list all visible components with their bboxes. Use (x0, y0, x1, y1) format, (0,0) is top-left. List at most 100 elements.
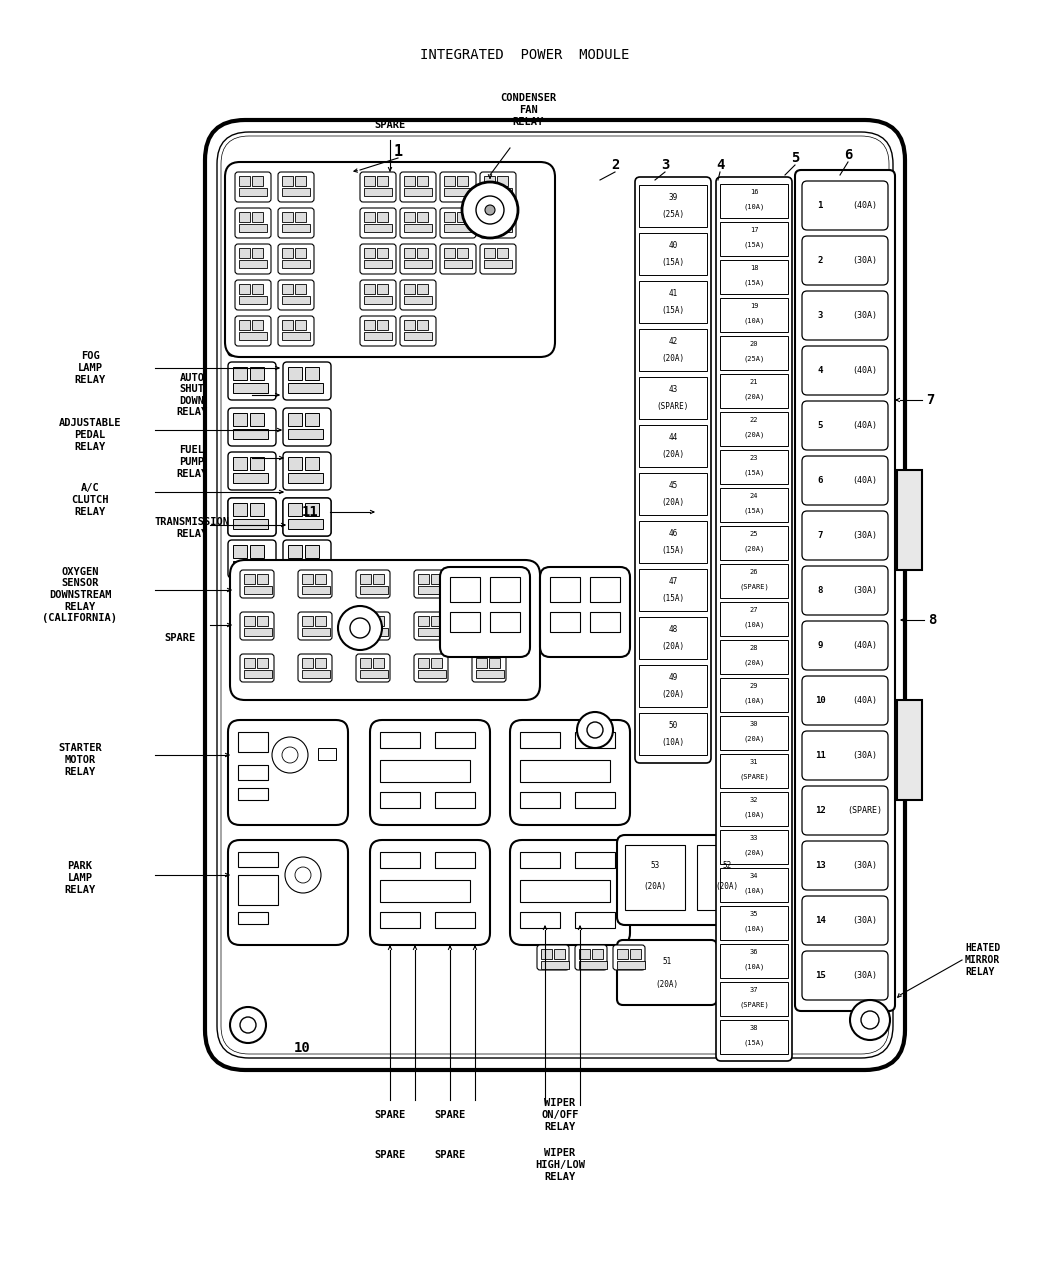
Bar (360, 586, 388, 594)
Bar (250, 504, 264, 516)
Text: 50: 50 (669, 720, 677, 729)
FancyBboxPatch shape (235, 208, 271, 238)
Text: (40A): (40A) (853, 641, 878, 650)
Bar (484, 260, 512, 268)
Bar (252, 212, 262, 222)
FancyBboxPatch shape (228, 541, 276, 578)
Text: (15A): (15A) (662, 258, 685, 266)
Circle shape (462, 182, 518, 238)
Bar (520, 760, 610, 782)
FancyBboxPatch shape (414, 570, 448, 598)
Text: 1: 1 (817, 201, 823, 210)
Bar (484, 224, 512, 232)
Bar (288, 293, 323, 303)
Bar (250, 367, 264, 380)
FancyBboxPatch shape (414, 654, 448, 682)
Bar (476, 586, 504, 594)
FancyBboxPatch shape (284, 453, 331, 490)
Bar (238, 788, 268, 799)
Bar (288, 473, 323, 483)
Text: (20A): (20A) (655, 980, 678, 989)
Text: 2: 2 (611, 158, 619, 172)
Bar (295, 320, 306, 330)
Text: (30A): (30A) (853, 751, 878, 760)
FancyBboxPatch shape (472, 654, 506, 682)
Bar (238, 765, 268, 780)
FancyBboxPatch shape (228, 362, 276, 400)
FancyBboxPatch shape (802, 236, 888, 286)
FancyBboxPatch shape (802, 566, 888, 615)
Text: (10A): (10A) (743, 622, 764, 629)
Bar (288, 504, 302, 516)
Bar (244, 574, 255, 584)
Text: AUTO
SHUT
DOWN
RELAY: AUTO SHUT DOWN RELAY (176, 372, 208, 417)
Circle shape (285, 857, 321, 892)
FancyBboxPatch shape (228, 840, 348, 945)
Bar (252, 284, 262, 295)
Text: (15A): (15A) (743, 242, 764, 249)
Bar (404, 249, 415, 258)
FancyBboxPatch shape (235, 172, 271, 201)
Text: (15A): (15A) (743, 279, 764, 287)
Circle shape (861, 1011, 879, 1029)
Bar (233, 473, 268, 483)
FancyBboxPatch shape (802, 896, 888, 945)
Bar (239, 332, 267, 340)
Text: 29: 29 (750, 683, 758, 689)
Bar (239, 320, 250, 330)
Bar (304, 185, 319, 198)
Bar (233, 277, 247, 289)
FancyBboxPatch shape (716, 177, 792, 1061)
Text: (15A): (15A) (662, 546, 685, 555)
Bar (250, 277, 264, 289)
Bar (288, 323, 302, 337)
Bar (617, 949, 628, 959)
Bar (304, 504, 319, 516)
Bar (250, 323, 264, 337)
Bar (476, 574, 487, 584)
FancyBboxPatch shape (510, 720, 630, 825)
Bar (476, 629, 504, 636)
Text: (10A): (10A) (743, 204, 764, 210)
Bar (720, 564, 788, 598)
Bar (244, 658, 255, 668)
Bar (497, 212, 508, 222)
Bar (364, 249, 375, 258)
FancyBboxPatch shape (802, 951, 888, 1000)
Text: 52: 52 (722, 861, 732, 870)
Bar (302, 574, 313, 584)
Text: (20A): (20A) (662, 353, 685, 362)
Bar (304, 456, 319, 470)
FancyBboxPatch shape (240, 570, 274, 598)
Text: (30A): (30A) (853, 256, 878, 265)
Bar (302, 586, 330, 594)
FancyBboxPatch shape (278, 244, 314, 274)
FancyBboxPatch shape (228, 224, 276, 263)
FancyBboxPatch shape (220, 136, 889, 1054)
Bar (377, 212, 388, 222)
Text: 36: 36 (750, 949, 758, 955)
FancyBboxPatch shape (298, 654, 332, 682)
Circle shape (295, 867, 311, 884)
Circle shape (578, 711, 613, 748)
FancyBboxPatch shape (575, 945, 607, 970)
Bar (417, 212, 428, 222)
Bar (250, 413, 264, 426)
Bar (417, 249, 428, 258)
Bar (579, 949, 590, 959)
Bar (250, 504, 264, 516)
FancyBboxPatch shape (400, 244, 436, 274)
Text: INTEGRATED  POWER  MODULE: INTEGRATED POWER MODULE (420, 48, 630, 62)
FancyBboxPatch shape (228, 453, 276, 490)
Bar (476, 658, 487, 668)
Text: (15A): (15A) (662, 593, 685, 603)
Text: 25: 25 (750, 530, 758, 537)
Bar (238, 875, 278, 905)
FancyBboxPatch shape (802, 511, 888, 560)
FancyBboxPatch shape (228, 720, 348, 825)
Circle shape (850, 1000, 890, 1040)
Bar (476, 616, 487, 626)
Text: (25A): (25A) (662, 209, 685, 218)
FancyBboxPatch shape (228, 272, 276, 310)
Bar (418, 586, 446, 594)
